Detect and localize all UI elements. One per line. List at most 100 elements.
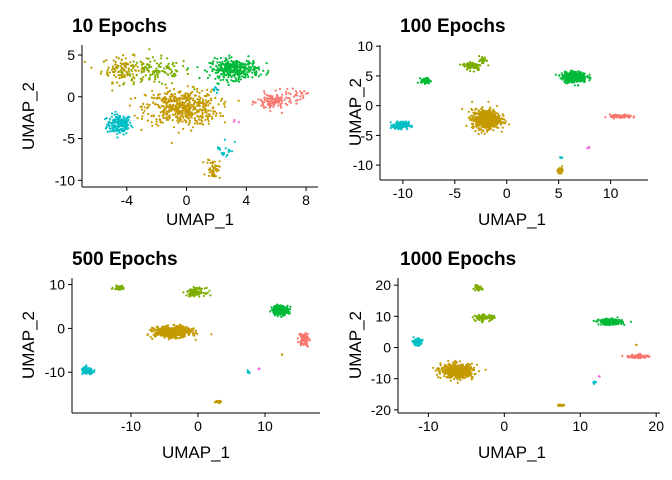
data-point: [112, 59, 115, 62]
data-point: [439, 376, 442, 379]
data-point: [224, 65, 227, 68]
cluster-points: [213, 399, 222, 405]
data-point: [236, 64, 239, 67]
data-point: [268, 106, 271, 109]
data-point: [160, 54, 163, 57]
data-point: [152, 93, 155, 96]
data-point: [489, 124, 492, 127]
data-point: [129, 61, 132, 64]
data-point: [148, 63, 151, 66]
data-point: [494, 123, 497, 126]
data-point: [166, 73, 169, 76]
data-point: [125, 122, 128, 125]
data-point: [173, 100, 176, 103]
data-point: [150, 65, 153, 68]
data-point: [104, 117, 107, 121]
data-point: [173, 323, 176, 326]
data-point: [501, 122, 504, 125]
data-point: [191, 113, 194, 116]
data-point: [287, 92, 290, 95]
data-point: [147, 69, 150, 72]
data-point: [236, 69, 239, 72]
data-point: [112, 121, 115, 124]
data-point: [115, 67, 118, 70]
data-point: [443, 371, 446, 374]
cluster-points: [232, 118, 240, 124]
data-point: [224, 57, 227, 60]
data-point: [462, 377, 465, 380]
data-point: [143, 109, 146, 112]
data-point: [193, 122, 196, 125]
data-point: [127, 115, 130, 118]
data-point: [439, 362, 442, 365]
data-point: [154, 331, 157, 334]
data-point: [150, 96, 153, 99]
data-point: [479, 117, 482, 120]
data-point: [233, 75, 236, 78]
data-point: [156, 75, 159, 79]
data-point: [586, 147, 589, 150]
data-point: [222, 152, 226, 155]
data-point: [160, 82, 164, 85]
data-point: [140, 67, 144, 70]
data-point: [415, 342, 418, 345]
cluster-points: [81, 364, 96, 376]
data-point: [573, 84, 576, 87]
y-axis-label: UMAP_2: [19, 311, 38, 379]
data-point: [278, 87, 282, 91]
cluster-points: [389, 120, 413, 131]
data-point: [612, 115, 615, 118]
data-point: [435, 373, 438, 376]
data-point: [140, 128, 143, 131]
data-point: [421, 338, 424, 341]
data-point: [265, 73, 268, 76]
data-point: [490, 112, 493, 115]
data-point: [494, 116, 497, 119]
data-point: [481, 60, 484, 63]
data-point: [568, 71, 571, 74]
data-point: [487, 316, 490, 319]
data-point: [159, 62, 163, 65]
data-point: [170, 330, 173, 333]
data-point: [193, 117, 196, 120]
data-point: [608, 113, 612, 116]
data-point: [107, 121, 110, 124]
data-point: [81, 372, 84, 375]
data-point: [166, 57, 169, 60]
data-point: [186, 67, 190, 70]
data-point: [159, 119, 162, 122]
data-point: [146, 103, 149, 106]
data-point: [143, 106, 146, 109]
cluster-points: [586, 145, 591, 150]
data-point: [196, 291, 199, 295]
data-point: [165, 92, 168, 96]
data-point: [274, 309, 277, 312]
data-point: [177, 131, 180, 134]
y-tick-label: -5: [361, 127, 374, 143]
data-point: [155, 325, 158, 328]
data-point: [206, 161, 209, 164]
cluster-points: [216, 138, 236, 158]
data-point: [157, 105, 160, 108]
data-point: [475, 112, 478, 115]
data-point: [259, 73, 262, 76]
data-point: [130, 78, 134, 82]
data-point: [157, 124, 160, 127]
data-point: [572, 75, 575, 78]
data-point: [151, 124, 154, 127]
data-point: [453, 359, 457, 363]
data-point: [227, 70, 230, 73]
cluster-points: [246, 369, 251, 375]
data-point: [147, 57, 150, 60]
y-tick-label: -5: [63, 131, 76, 147]
data-point: [182, 64, 185, 68]
data-point: [286, 87, 289, 90]
data-point: [278, 99, 281, 102]
data-point: [110, 68, 114, 71]
data-point: [209, 109, 212, 112]
data-point: [168, 104, 171, 107]
data-point: [466, 67, 469, 70]
data-point: [499, 118, 502, 121]
data-point: [251, 62, 254, 65]
data-point: [207, 122, 210, 125]
